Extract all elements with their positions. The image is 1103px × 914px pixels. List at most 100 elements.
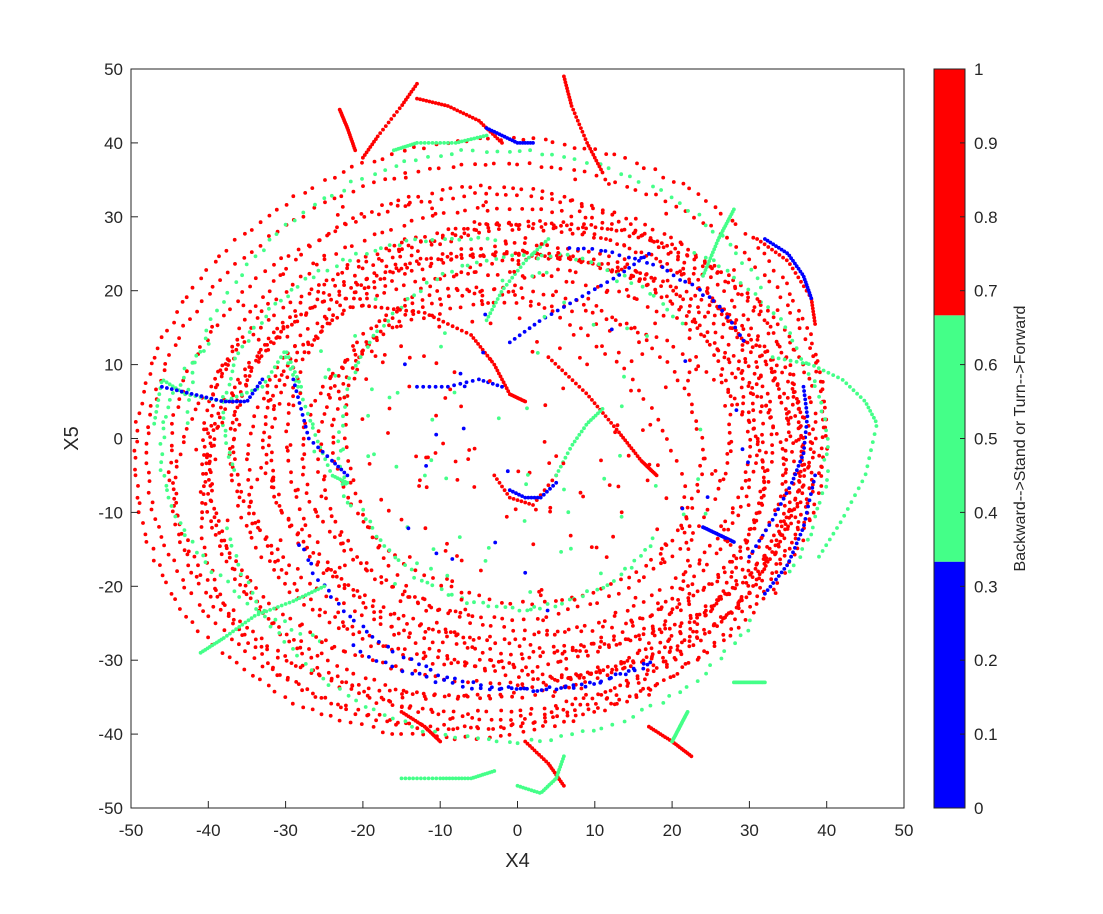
scatter-point (458, 381, 463, 386)
scatter-point (374, 718, 378, 723)
scatter-point (394, 464, 399, 469)
scatter-point (214, 588, 218, 592)
scatter-point (615, 242, 619, 247)
scatter-point (425, 580, 430, 585)
scatter-point (774, 244, 778, 249)
scatter-point (569, 104, 574, 108)
scatter-point (324, 316, 329, 321)
scatter-point (265, 644, 269, 649)
scatter-point (499, 725, 503, 729)
scatter-point (464, 380, 469, 385)
scatter-point (497, 371, 501, 376)
scatter-point (636, 681, 641, 685)
scatter-point (601, 668, 606, 673)
scatter-point (797, 479, 801, 483)
scatter-point (568, 98, 572, 102)
scatter-point (269, 485, 274, 489)
scatter-point (146, 490, 151, 495)
scatter-point (825, 478, 829, 482)
scatter-point (481, 134, 486, 139)
scatter-point (452, 657, 457, 662)
scatter-point (752, 305, 757, 309)
scatter-point (305, 482, 310, 487)
scatter-point (419, 239, 423, 244)
scatter-point (678, 630, 682, 634)
scatter-point (686, 584, 690, 588)
scatter-point (396, 631, 401, 636)
scatter-point (565, 223, 569, 228)
scatter-point (339, 194, 344, 199)
scatter-point (629, 388, 633, 393)
scatter-point (317, 613, 322, 618)
scatter-point (327, 321, 332, 326)
scatter-point (507, 641, 512, 646)
scatter-point (352, 296, 356, 301)
scatter-point (351, 588, 356, 592)
scatter-point (600, 210, 605, 215)
scatter-point (476, 726, 480, 731)
scatter-point (362, 689, 366, 694)
scatter-point (697, 561, 702, 566)
scatter-point (536, 630, 541, 635)
scatter-point (260, 652, 264, 656)
scatter-point (220, 651, 225, 655)
scatter-point (641, 661, 646, 666)
scatter-point (489, 717, 494, 722)
scatter-point (230, 445, 235, 449)
scatter-point (413, 641, 418, 645)
scatter-point (566, 607, 570, 612)
scatter-point (790, 338, 795, 343)
scatter-point (746, 410, 751, 415)
scatter-point (246, 580, 251, 585)
scatter-point (451, 196, 455, 201)
scatter-point (335, 264, 339, 269)
scatter-point (328, 506, 333, 511)
colorbar[interactable]: 00.10.20.30.40.50.60.70.80.91 (933, 60, 998, 818)
scatter-point (532, 727, 537, 732)
scatter-point (356, 264, 361, 269)
scatter-point (266, 617, 271, 621)
scatter-point (492, 473, 497, 478)
scatter-point (579, 126, 583, 130)
scatter-point (553, 361, 558, 366)
scatter-point (818, 389, 823, 394)
scatter-point (527, 501, 531, 506)
y-tick-label: -10 (98, 503, 123, 522)
scatter-point (274, 207, 279, 212)
scatter-point (320, 329, 324, 333)
scatter-point (716, 264, 721, 269)
scatter-point (210, 525, 214, 530)
scatter-point (743, 470, 748, 474)
scatter-point (512, 337, 517, 341)
scatter-point (635, 161, 639, 166)
scatter-point (475, 206, 480, 210)
scatter-point (542, 712, 547, 717)
scatter-point (332, 384, 337, 388)
scatter-point (740, 598, 744, 603)
scatter-point (298, 645, 303, 650)
scatter-point (801, 415, 806, 420)
scatter-point (215, 383, 220, 387)
scatter-point (331, 313, 335, 318)
scatter-point (256, 337, 261, 342)
scatter-point (770, 451, 775, 455)
scatter-point (346, 693, 351, 698)
scatter-point (141, 521, 145, 525)
scatter-point (605, 227, 610, 231)
scatter-point (498, 717, 503, 722)
scatter-point (148, 372, 153, 376)
scatter-point (580, 256, 585, 261)
scatter-point (719, 656, 724, 661)
scatter-point (506, 221, 511, 226)
scatter-point (563, 455, 568, 460)
scatter-point (438, 242, 442, 247)
scatter-point (507, 207, 512, 212)
scatter-point (233, 356, 237, 361)
scatter-point (609, 701, 613, 706)
scatter-point (529, 253, 534, 257)
scatter-point (531, 689, 536, 694)
scatter-point (217, 254, 221, 259)
scatter-point (177, 397, 182, 401)
scatter-point (550, 140, 555, 145)
scatter-point (470, 686, 474, 691)
